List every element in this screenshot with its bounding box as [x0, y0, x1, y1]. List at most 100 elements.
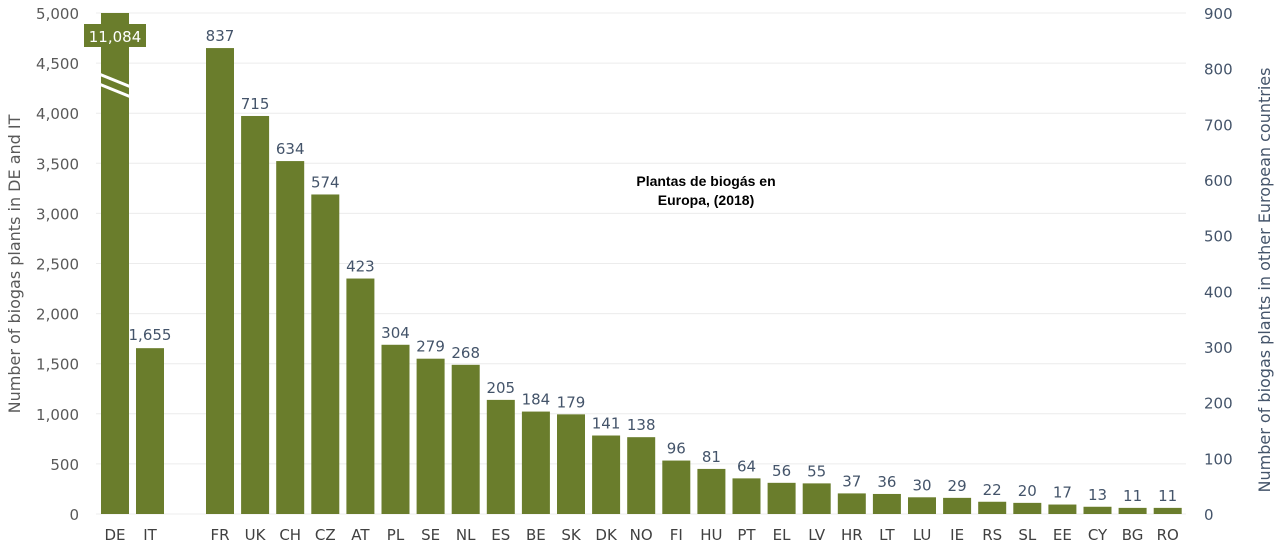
data-label: 96: [667, 440, 686, 458]
right-tick-label: 900: [1204, 5, 1233, 23]
data-label: 179: [557, 393, 586, 411]
category-label: FI: [670, 526, 683, 544]
bar-no: [627, 437, 656, 514]
left-tick-label: 2,000: [36, 306, 79, 324]
data-label: 574: [311, 173, 340, 191]
data-label: 304: [381, 324, 410, 342]
bar-de: [101, 13, 129, 514]
category-label: CH: [279, 526, 301, 544]
category-label: BE: [526, 526, 546, 544]
left-tick-label: 3,500: [36, 155, 79, 173]
bar-it: [136, 348, 164, 514]
data-label: 13: [1088, 486, 1107, 504]
right-tick-label: 500: [1204, 228, 1233, 246]
data-label: 30: [912, 476, 931, 494]
data-label: 184: [522, 391, 551, 409]
chart-title-line-1: Plantas de biogás en: [636, 173, 775, 189]
right-tick-label: 200: [1204, 395, 1233, 413]
data-label: 715: [241, 95, 270, 113]
category-label: ES: [491, 526, 510, 544]
category-label: IE: [950, 526, 964, 544]
bar-cy: [1083, 506, 1112, 514]
bar-lu: [908, 497, 936, 514]
left-tick-label: 4,000: [36, 105, 79, 123]
category-label: PT: [737, 526, 756, 544]
data-label: 37: [842, 472, 861, 490]
data-label-box: [84, 24, 146, 47]
axis-break-mark: [98, 72, 132, 89]
left-tick-label: 0: [69, 506, 79, 524]
category-label: NL: [456, 526, 476, 544]
data-label: 81: [702, 448, 721, 466]
bar-ee: [1048, 504, 1077, 514]
bar-pl: [381, 344, 410, 514]
category-label: LV: [808, 526, 826, 544]
bar-lv: [802, 483, 831, 514]
category-label: CY: [1088, 526, 1108, 544]
data-label: 634: [276, 140, 305, 158]
bar-fr: [206, 48, 234, 514]
category-label: BG: [1122, 526, 1144, 544]
bar-rs: [978, 501, 1007, 514]
category-label: SK: [561, 526, 582, 544]
bar-ro: [1153, 507, 1182, 514]
category-label: LU: [913, 526, 932, 544]
bar-lt: [872, 493, 901, 514]
category-label: HU: [700, 526, 722, 544]
y-axis-label-right: Number of biogas plants in other Europea…: [1255, 68, 1274, 493]
right-tick-label: 700: [1204, 116, 1233, 134]
category-label: AT: [351, 526, 370, 544]
data-label: 20: [1018, 482, 1037, 500]
bar-se: [416, 358, 445, 514]
y-axis-label-left: Number of biogas plants in DE and IT: [5, 114, 24, 413]
data-label: 55: [807, 462, 826, 480]
category-label: DE: [104, 526, 125, 544]
data-label: 17: [1053, 484, 1072, 502]
data-label: 837: [206, 27, 235, 45]
category-label: LT: [879, 526, 895, 544]
right-tick-label: 100: [1204, 450, 1233, 468]
data-label: 205: [486, 379, 515, 397]
right-tick-label: 300: [1204, 339, 1233, 357]
category-label: SE: [421, 526, 440, 544]
left-tick-label: 1,000: [36, 406, 79, 424]
category-label: EL: [773, 526, 791, 544]
data-label: 423: [346, 258, 375, 276]
data-label: 56: [772, 462, 791, 480]
category-label: SL: [1018, 526, 1037, 544]
right-tick-label: 600: [1204, 172, 1233, 190]
bar-dk: [592, 435, 621, 514]
category-label: DK: [595, 526, 618, 544]
bar-ch: [276, 161, 305, 514]
category-label: EE: [1053, 526, 1072, 544]
category-label: RS: [982, 526, 1002, 544]
data-label: 11,084: [89, 28, 142, 46]
left-tick-label: 4,500: [36, 55, 79, 73]
data-label: 1,655: [129, 326, 172, 344]
bar-el: [767, 482, 796, 514]
data-label: 141: [592, 415, 621, 433]
category-label: NO: [630, 526, 653, 544]
left-axis: 0 500 1,000 1,500 2,000 2,500 3,000 3,500 4,000 4…: [36, 5, 79, 524]
bars: [101, 13, 1182, 514]
data-label: 11: [1158, 487, 1177, 505]
bar-be: [521, 411, 550, 514]
bar-es: [486, 399, 515, 514]
data-label: 268: [451, 344, 480, 362]
data-label: 64: [737, 457, 756, 475]
right-axis: 0 100 200 300 400 500 600 700 800 900: [1204, 5, 1233, 524]
left-tick-label: 2,500: [36, 256, 79, 274]
bar-hu: [697, 468, 726, 514]
data-label: 36: [877, 473, 896, 491]
category-label: IT: [143, 526, 157, 544]
chart-title-line-2: Europa, (2018): [658, 192, 754, 208]
category-label: CZ: [315, 526, 336, 544]
bar-pt: [732, 478, 761, 514]
bar-hr: [837, 493, 866, 514]
right-tick-label: 400: [1204, 283, 1233, 301]
axis-break-mark: [98, 82, 132, 99]
right-tick-label: 0: [1204, 506, 1214, 524]
category-label: FR: [210, 526, 229, 544]
bar-bg: [1118, 507, 1147, 514]
right-tick-label: 800: [1204, 61, 1233, 79]
